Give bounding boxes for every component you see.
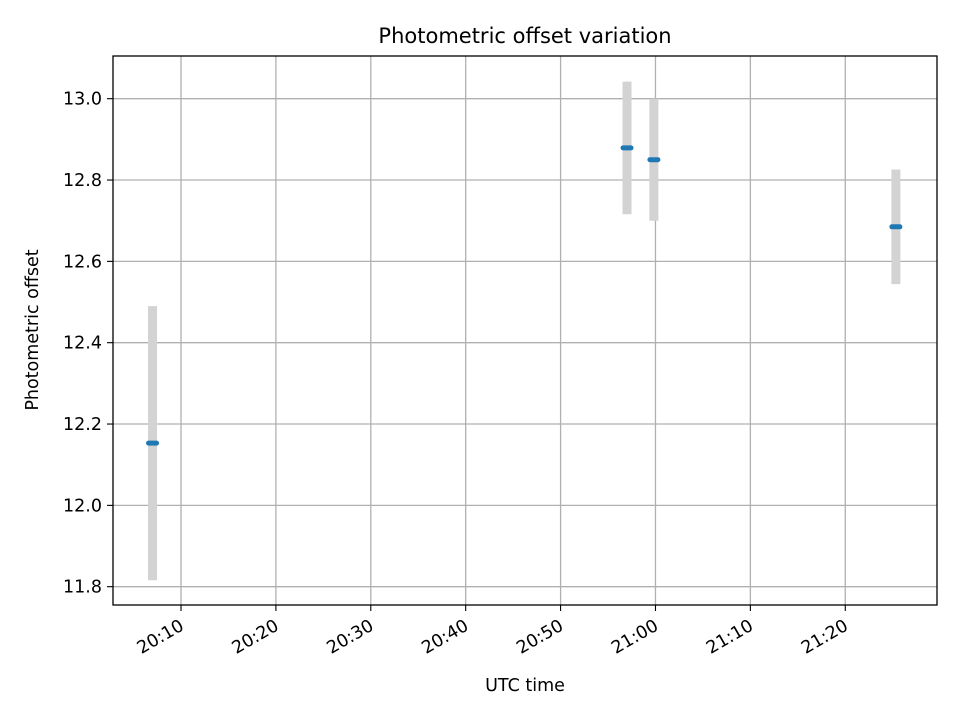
data-points [146,145,903,446]
y-tick-label: 13.0 [63,90,102,110]
x-tick-label: 21:20 [798,616,852,659]
y-tick-label: 12.0 [63,496,102,516]
x-tick-label: 20:30 [324,616,378,659]
plot-frame [112,55,938,606]
chart-title: Photometric offset variation [378,24,671,48]
x-axis-label: UTC time [485,676,565,696]
x-tick-label: 21:00 [608,616,662,659]
x-tick-label: 21:10 [703,616,757,659]
y-axis-label: Photometric offset [23,249,43,410]
y-tick-label: 11.8 [63,578,102,598]
y-tick-label: 12.6 [63,252,102,272]
y-tick-label: 12.2 [63,415,102,435]
y-tick-label: 12.4 [63,334,102,354]
x-tick-label: 20:50 [513,616,567,659]
y-tick-label: 12.8 [63,171,102,191]
x-tick-label: 20:40 [419,616,473,659]
x-tick-label: 20:20 [229,616,283,659]
plot-background [113,56,937,605]
x-tick-label: 20:10 [134,616,188,659]
y-axis-ticks: 11.8 12.0 12.2 12.4 12.6 12.8 13.0 [63,90,113,598]
x-axis-ticks: 20:10 20:20 20:30 20:40 20:50 21:00 21:10 21:20 [134,605,852,659]
